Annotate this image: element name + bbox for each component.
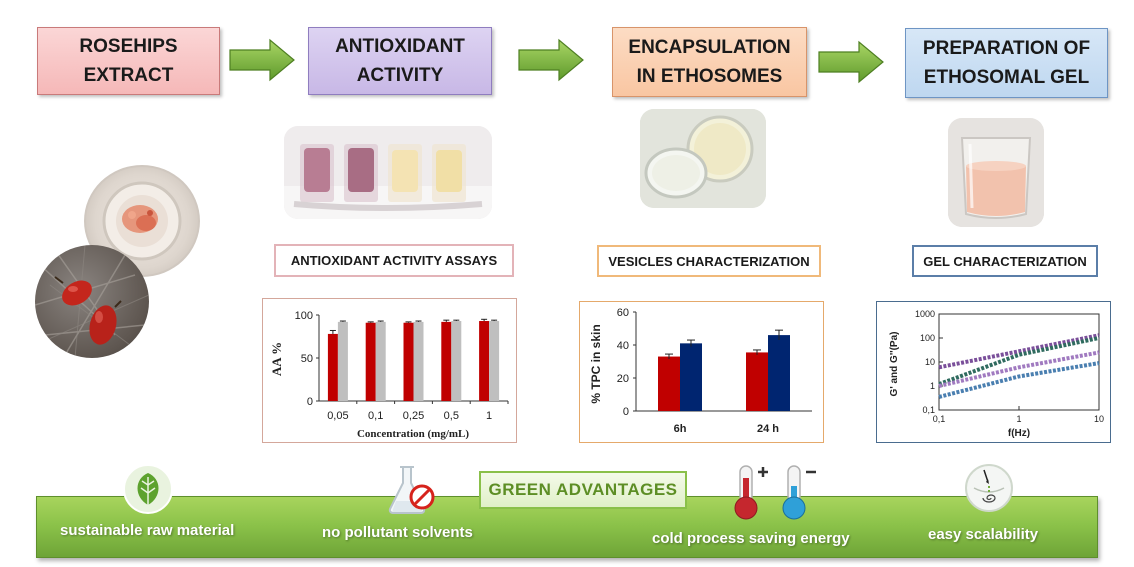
- advantage-scalability: easy scalability: [928, 526, 1039, 543]
- leaf-icon: [123, 464, 173, 514]
- y-axis-label: % TPC in skin: [589, 324, 603, 403]
- arrow-icon: [518, 38, 584, 82]
- y-tick-label: 50: [301, 353, 313, 365]
- bar: [479, 321, 490, 401]
- cold-thermometer-icon: [782, 465, 816, 520]
- hot-thermometer-icon: [734, 465, 768, 520]
- step-antioxidant-activity: ANTIOXIDANT ACTIVITY: [308, 27, 492, 95]
- y-tick-label: 20: [617, 373, 629, 385]
- bar: [768, 335, 790, 411]
- x-axis-label: Concentration (mg/mL): [357, 428, 469, 440]
- series-line: [938, 361, 1100, 399]
- advantage-cold-process: cold process saving energy: [652, 530, 850, 547]
- y-tick-label: 60: [617, 307, 629, 319]
- scalability-icon: [965, 464, 1013, 512]
- arrow-icon: [818, 40, 884, 84]
- advantage-sustainable: sustainable raw material: [60, 522, 235, 539]
- x-tick-label: 1: [1016, 414, 1021, 424]
- arrow-icon: [229, 38, 295, 82]
- bar: [658, 356, 680, 411]
- y-tick-label: 0: [307, 396, 313, 408]
- y-axis-label: AA %: [269, 342, 284, 376]
- y-tick-label: 0: [623, 406, 629, 418]
- assay-tubes-photo: [284, 126, 492, 219]
- series-line: [938, 333, 1100, 370]
- bar: [375, 321, 386, 401]
- chart-tpc-skin: 0 20 40 60 6h 24 h % TPC in skin: [579, 301, 824, 443]
- y-tick-label: 1: [930, 381, 935, 391]
- bar: [451, 321, 462, 401]
- x-tick-label: 6h: [674, 423, 687, 435]
- chart-rheology: 0,1 1 10 100 1000 0,1 1 10 f(Hz) G' and G''(Pa): [876, 301, 1111, 443]
- x-tick-label: 0,1: [368, 410, 383, 422]
- green-advantages-title: GREEN ADVANTAGES: [479, 471, 687, 509]
- bar: [680, 343, 702, 411]
- rosehip-photo: [35, 245, 149, 358]
- step-rosehips-extract: ROSEHIPS EXTRACT: [37, 27, 220, 95]
- label-gel-characterization: GEL CHARACTERIZATION: [912, 245, 1098, 277]
- label-antioxidant-assays: ANTIOXIDANT ACTIVITY ASSAYS: [274, 244, 514, 277]
- bar: [403, 322, 414, 401]
- series-line: [938, 350, 1100, 388]
- y-tick-label: 0,1: [922, 405, 935, 415]
- x-tick-label: 24 h: [757, 423, 779, 435]
- x-tick-label: 0,25: [403, 410, 424, 422]
- x-tick-label: 0,1: [933, 414, 946, 424]
- x-tick-label: 1: [486, 410, 492, 422]
- bar: [441, 321, 452, 401]
- bar: [337, 321, 348, 401]
- x-tick-label: 0,05: [327, 410, 348, 422]
- bar: [489, 321, 500, 401]
- flask-no-icon: [388, 466, 435, 514]
- ethosomes-petri-photo: [640, 109, 766, 208]
- bar: [746, 352, 768, 411]
- x-axis-label: f(Hz): [1008, 428, 1030, 439]
- y-tick-label: 40: [617, 340, 629, 352]
- y-tick-label: 100: [295, 310, 313, 322]
- chart-antioxidant-activity: 0 50 100 0,05 0,1 0,25 0,5 1 Concentration (mg/m…: [262, 298, 517, 443]
- bar: [365, 322, 376, 401]
- step-encapsulation: ENCAPSULATION IN ETHOSOMES: [612, 27, 807, 97]
- bar: [413, 321, 424, 401]
- label-vesicles-characterization: VESICLES CHARACTERIZATION: [597, 245, 821, 277]
- series-line: [938, 336, 1100, 386]
- y-axis-label: G' and G''(Pa): [889, 332, 900, 397]
- bar: [327, 333, 338, 401]
- step-ethosomal-gel: PREPARATION OF ETHOSOMAL GEL: [905, 28, 1108, 98]
- gel-beaker-photo: [948, 118, 1044, 227]
- x-tick-label: 0,5: [444, 410, 459, 422]
- y-tick-label: 100: [920, 333, 935, 343]
- y-tick-label: 10: [925, 357, 935, 367]
- extract-photo: [84, 165, 200, 277]
- y-tick-label: 1000: [915, 309, 935, 319]
- x-tick-label: 10: [1094, 414, 1104, 424]
- advantage-no-pollutant: no pollutant solvents: [322, 524, 473, 541]
